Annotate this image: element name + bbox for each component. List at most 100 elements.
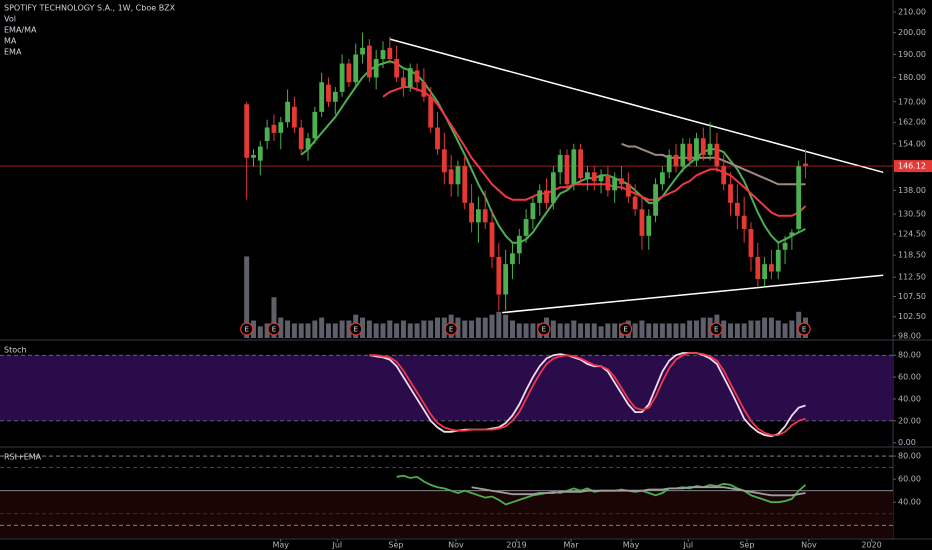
earnings-marker bbox=[537, 322, 551, 336]
candle-body bbox=[598, 175, 604, 182]
candle-body bbox=[469, 202, 474, 223]
y-tick-label: 180.00 bbox=[898, 73, 926, 82]
volume-bar bbox=[319, 317, 325, 338]
series-line bbox=[471, 486, 806, 497]
band bbox=[0, 355, 893, 421]
candle-body bbox=[673, 154, 679, 167]
candle-body bbox=[721, 166, 727, 185]
x-tick-label: Nov bbox=[448, 541, 464, 550]
y-tick-label: 138.00 bbox=[898, 186, 926, 195]
x-tick-label: 2019 bbox=[506, 541, 526, 550]
candle-body bbox=[475, 209, 481, 223]
candle-body bbox=[769, 264, 774, 272]
volume-bar bbox=[666, 323, 672, 338]
legend-entry: MA bbox=[4, 37, 17, 46]
volume-bar bbox=[346, 320, 352, 338]
candle-body bbox=[448, 169, 454, 185]
volume-bar bbox=[312, 320, 318, 338]
x-tick-label: May bbox=[272, 541, 289, 550]
candle-body bbox=[496, 256, 502, 295]
candle-body bbox=[544, 190, 549, 203]
candle-body bbox=[319, 82, 325, 112]
y-tick-label: 40.00 bbox=[898, 498, 921, 507]
volume-bar bbox=[360, 317, 366, 338]
candle-body bbox=[298, 127, 304, 150]
volume-bar bbox=[721, 320, 727, 338]
y-tick-label: 170.00 bbox=[898, 97, 926, 106]
candle-body bbox=[666, 154, 672, 173]
volume-bar bbox=[598, 326, 604, 338]
y-tick-label: 80.00 bbox=[898, 452, 921, 461]
candle-body bbox=[441, 149, 447, 173]
candle-body bbox=[257, 146, 263, 161]
last-price-tag bbox=[894, 160, 932, 173]
earnings-marker bbox=[444, 322, 458, 336]
volume-bar bbox=[496, 311, 502, 338]
volume-bar bbox=[523, 323, 529, 338]
volume-bar bbox=[612, 323, 618, 338]
candle-body bbox=[755, 256, 761, 280]
x-tick-label: Sep bbox=[739, 541, 754, 550]
earnings-label: E bbox=[449, 326, 453, 334]
candle-body bbox=[646, 215, 652, 236]
volume-bar bbox=[257, 326, 263, 338]
volume-bar bbox=[421, 320, 427, 338]
candle-body bbox=[707, 143, 713, 155]
pane-title: Stoch bbox=[4, 346, 27, 355]
volume-bar bbox=[373, 323, 379, 338]
candle-body bbox=[285, 101, 290, 123]
candle-body bbox=[796, 166, 802, 230]
volume-bar bbox=[639, 320, 645, 338]
candle-body bbox=[455, 166, 461, 185]
volume-bar bbox=[605, 323, 611, 338]
volume-bar bbox=[387, 320, 393, 338]
volume-bar bbox=[687, 320, 693, 338]
volume-bar bbox=[782, 323, 788, 338]
y-tick-label: 40.00 bbox=[898, 394, 921, 403]
volume-bar bbox=[380, 323, 386, 338]
trendline bbox=[502, 274, 884, 314]
earnings-label: E bbox=[244, 326, 248, 334]
volume-bar bbox=[503, 314, 509, 338]
candle-body bbox=[700, 138, 706, 155]
candle-body bbox=[591, 172, 597, 182]
volume-bar bbox=[673, 323, 679, 338]
volume-bar bbox=[700, 317, 706, 338]
earnings-label: E bbox=[272, 326, 276, 334]
volume-bar bbox=[414, 323, 420, 338]
candle-body bbox=[537, 190, 543, 203]
volume-bar bbox=[768, 317, 774, 338]
volume-bar bbox=[632, 323, 638, 338]
volume-bar bbox=[728, 323, 734, 338]
volume-bar bbox=[469, 320, 475, 338]
series-line bbox=[369, 352, 806, 436]
candle-body bbox=[489, 222, 495, 257]
y-tick-label: 200.00 bbox=[898, 28, 926, 37]
earnings-marker bbox=[709, 322, 723, 336]
candle-body bbox=[244, 104, 250, 158]
candle-body bbox=[401, 77, 406, 88]
volume-bar bbox=[796, 311, 802, 338]
candle-body bbox=[557, 154, 563, 173]
volume-bar bbox=[755, 320, 761, 338]
candle-body bbox=[503, 264, 509, 295]
volume-bar bbox=[775, 320, 781, 338]
pane-title: RSI+EMA bbox=[4, 453, 42, 462]
volume-bar bbox=[291, 323, 297, 338]
volume-bar bbox=[428, 320, 434, 338]
volume-bar bbox=[407, 323, 413, 338]
x-tick-label: 2020 bbox=[861, 541, 881, 550]
candle-body bbox=[550, 172, 556, 203]
candle-body bbox=[728, 184, 733, 203]
candle-body bbox=[366, 45, 372, 78]
candle-body bbox=[803, 163, 808, 167]
volume-bar bbox=[748, 320, 754, 338]
candle-body bbox=[516, 235, 522, 254]
volume-bar bbox=[325, 323, 331, 338]
candle-body bbox=[782, 242, 788, 250]
candle-body bbox=[339, 63, 345, 92]
candle-body bbox=[251, 154, 256, 158]
volume-bar bbox=[400, 320, 406, 338]
shade bbox=[0, 490, 893, 538]
